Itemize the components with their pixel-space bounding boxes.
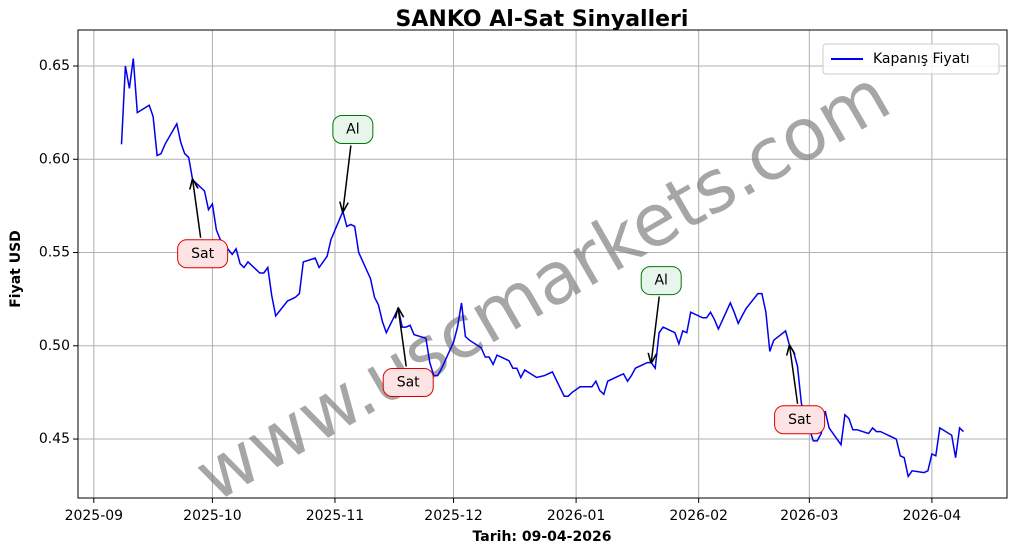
annotation-arrow [193, 180, 202, 238]
chart-title: SANKO Al-Sat Sinyalleri [396, 7, 689, 32]
watermark: www.uscmarkets.com [181, 53, 903, 518]
legend-label: Kapanış Fiyatı [873, 51, 970, 67]
x-tick-label: 2025-12 [424, 508, 483, 524]
y-tick-label: 0.60 [39, 151, 70, 167]
annotation-box [382, 367, 434, 397]
y-tick-label: 0.50 [39, 338, 70, 354]
y-tick-label: 0.65 [39, 58, 70, 74]
x-tick-label: 2025-09 [65, 508, 124, 524]
annotation-label: Sat [191, 246, 214, 262]
annotation-label: Sat [788, 412, 811, 428]
annotation-box [774, 405, 826, 435]
x-tick-label: 2026-03 [780, 508, 839, 524]
annotation-label: Al [346, 121, 359, 137]
annotation-arrow [790, 346, 799, 404]
annotation-arrow [343, 145, 352, 211]
annotation-box [177, 239, 229, 269]
price-line [120, 58, 965, 479]
plot-frame [77, 29, 1008, 499]
annotation-label: Al [654, 273, 667, 289]
x-tick-label: 2026-04 [903, 508, 962, 524]
annotation-arrow [651, 296, 660, 363]
y-axis-label: Fiyat USD [8, 230, 24, 308]
y-tick-label: 0.55 [39, 245, 70, 261]
x-tick-label: 2025-11 [306, 508, 365, 524]
x-tick-label: 2025-10 [183, 508, 242, 524]
annotation-arrow [398, 308, 407, 367]
annotation-box [640, 266, 682, 296]
annotation-box [332, 114, 374, 144]
annotation-label: Sat [397, 374, 420, 390]
x-axis-label: Tarih: 09-04-2026 [473, 529, 612, 545]
x-tick-label: 2026-01 [547, 508, 606, 524]
legend-box [822, 43, 1000, 75]
x-tick-label: 2026-02 [669, 508, 728, 524]
y-tick-label: 0.45 [39, 431, 70, 447]
